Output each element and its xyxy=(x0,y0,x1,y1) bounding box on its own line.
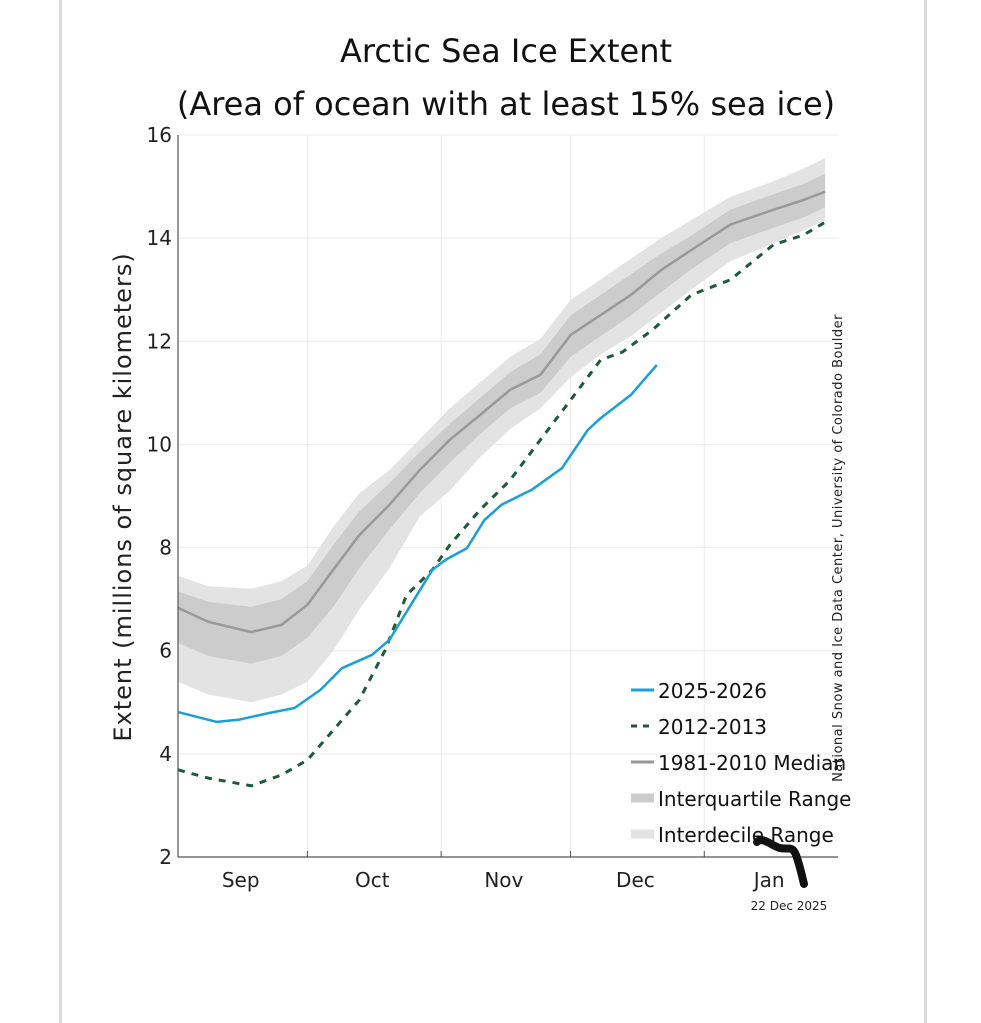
legend-item: 2012-2013 xyxy=(631,715,767,739)
x-tick-label: Jan xyxy=(752,868,785,892)
series-line-2025-2026 xyxy=(177,364,658,724)
legend-item: 2025-2026 xyxy=(631,679,767,703)
series-line-1981-2010-median xyxy=(177,190,826,634)
grid xyxy=(178,134,838,857)
date-stamp: 22 Dec 2025 xyxy=(751,899,828,913)
legend-item: Interdecile Range xyxy=(631,823,834,847)
credit-text: National Snow and Ice Data Center, Unive… xyxy=(831,314,846,782)
page-border-right xyxy=(924,0,927,1023)
y-tick-label: 8 xyxy=(159,536,172,560)
y-tick-label: 2 xyxy=(159,845,172,869)
annotation-scribble xyxy=(753,836,808,888)
y-tick-label: 14 xyxy=(147,226,172,250)
legend-label: 1981-2010 Median xyxy=(658,751,846,775)
range-bands xyxy=(178,158,826,703)
page-border-left xyxy=(59,0,62,1023)
legend-label: 2025-2026 xyxy=(658,679,767,703)
x-tick-label: Nov xyxy=(484,868,523,892)
x-tick-label: Sep xyxy=(222,868,260,892)
legend-label: Interquartile Range xyxy=(658,787,851,811)
series-line-2012-2013 xyxy=(177,220,826,788)
legend: 2025-2026 2012-2013 1981-2010 Median Interq… xyxy=(631,679,851,847)
legend-label: Interdecile Range xyxy=(658,823,834,847)
band-interquartile-range xyxy=(178,173,826,664)
legend-label: 2012-2013 xyxy=(658,715,767,739)
chart-subtitle: (Area of ocean with at least 15% sea ice… xyxy=(177,85,835,123)
y-tick-label: 6 xyxy=(159,639,172,663)
y-tick-label: 12 xyxy=(147,329,172,353)
legend-item: 1981-2010 Median xyxy=(631,751,846,775)
chart-title: Arctic Sea Ice Extent xyxy=(340,32,672,70)
x-tick-label: Oct xyxy=(355,868,390,892)
axes: 2 4 6 8 10 12 14 16 Sep Oct Nov Dec Jan xyxy=(147,123,838,892)
y-tick-label: 10 xyxy=(147,432,172,456)
series-lines xyxy=(177,190,826,788)
y-tick-label: 16 xyxy=(147,123,172,147)
x-tick-label: Dec xyxy=(616,868,655,892)
y-axis-label: Extent (millions of square kilometers) xyxy=(109,252,137,741)
y-tick-label: 4 xyxy=(159,742,172,766)
legend-item: Interquartile Range xyxy=(631,787,851,811)
